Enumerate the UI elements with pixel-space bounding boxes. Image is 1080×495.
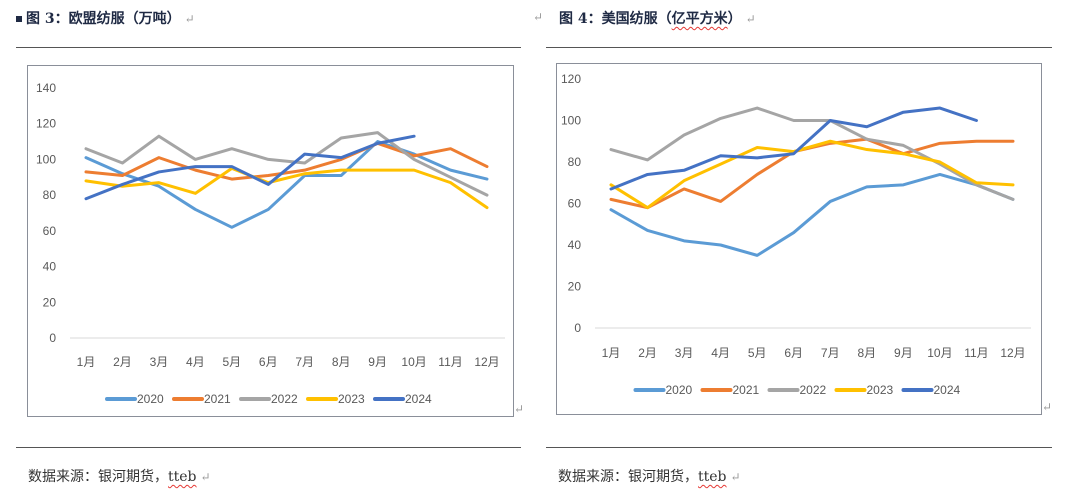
figure-3-title: 图 3：欧盟纺服（万吨） ↵ [16,8,195,28]
paragraph-mark-icon: ↵ [745,12,756,26]
x-tick-label: 2月 [638,346,657,360]
legend-item-2023: 2023 [834,383,894,397]
x-tick-label: 4月 [711,346,730,360]
legend-item-2021: 2021 [700,383,760,397]
x-tick-label: 11月 [964,346,988,360]
x-tick-label: 4月 [186,355,205,369]
figure-4-source: 数据来源：银河期货，tteb ↵ [558,469,741,485]
x-tick-label: 1月 [77,355,96,369]
x-tick-label: 7月 [821,346,840,360]
legend-item-2024: 2024 [901,383,961,397]
legend-label: 2020 [137,392,164,406]
eu-textile-chart: 0 20 40 60 80 100 120 140 1月 2月 3月 4月 5月 6月 7月 8月 9月 10月 1… [36,81,505,406]
figure-4-title: 图 4：美国纺服（亿平方米） ↵ [559,11,756,27]
x-tick-label: 6月 [784,346,803,360]
series-line-2024 [609,106,978,191]
y-tick-label: 140 [36,81,56,95]
paragraph-mark-icon: ↵ [730,470,741,484]
legend-item-2022: 2022 [239,392,298,406]
legend-label: 2023 [338,392,365,406]
series-line-2023 [609,139,1015,210]
series-line-2023 [84,166,489,210]
legend-item-2020: 2020 [105,392,164,406]
series-line-2022 [609,106,1015,201]
x-tick-label: 2月 [113,355,132,369]
paragraph-mark-icon: ↵ [200,470,211,484]
x-tick-label: 8月 [332,355,351,369]
legend-label: 2021 [733,383,760,397]
y-tick-label: 40 [568,238,582,252]
legend-label: 2024 [934,383,961,397]
y-tick-label: 60 [568,197,582,211]
series-line-2021 [609,137,1015,210]
legend-label: 2022 [800,383,827,397]
us-textile-chart-frame: 0 20 40 60 80 100 120 1月 2月 3月 4月 5月 6月 7月 8月 9月 10月 11月 1… [556,63,1042,415]
x-tick-label: 11月 [438,355,462,369]
y-tick-label: 100 [36,152,56,166]
x-tick-label: 12月 [474,355,499,369]
series-line-2022 [84,131,489,197]
y-tick-label: 120 [561,72,581,86]
paragraph-mark-icon: ↵ [184,12,195,26]
x-tick-label: 8月 [857,346,876,360]
paragraph-mark-icon: ↵ [1042,400,1053,414]
y-tick-label: 80 [568,155,582,169]
eu-textile-chart-frame: 0 20 40 60 80 100 120 140 1月 2月 3月 4月 5月 6月 7月 8月 9月 10月 1… [27,65,514,417]
legend-item-2023: 2023 [306,392,365,406]
y-tick-label: 80 [43,188,57,202]
legend-label: 2024 [405,392,432,406]
x-tick-label: 7月 [295,355,314,369]
x-tick-label: 1月 [602,346,621,360]
x-tick-label: 3月 [150,355,169,369]
series-line-2021 [84,141,489,181]
x-tick-label: 9月 [894,346,913,360]
legend-label: 2021 [204,392,231,406]
x-tick-label: 5月 [748,346,767,360]
x-tick-label: 9月 [368,355,387,369]
title-divider-left [16,47,521,48]
x-tick-label: 10月 [401,355,426,369]
title-divider-right [546,47,1052,48]
legend-item-2024: 2024 [373,392,432,406]
legend-label: 2022 [271,392,298,406]
y-tick-label: 20 [43,295,57,309]
bullet-icon [16,16,22,22]
y-tick-label: 20 [568,280,582,294]
series-line-2024 [84,134,416,201]
y-tick-label: 120 [36,117,56,131]
y-tick-label: 0 [574,321,581,335]
y-tick-label: 40 [43,260,57,274]
y-tick-label: 0 [49,331,56,345]
legend-label: 2023 [867,383,894,397]
source-divider-right [546,447,1052,448]
series-line-2020 [609,172,1015,257]
x-tick-label: 12月 [1000,346,1025,360]
paragraph-mark-icon: ↵ [533,10,544,24]
x-tick-label: 5月 [222,355,241,369]
x-tick-label: 3月 [675,346,694,360]
figure-3-source: 数据来源：银河期货，tteb ↵ [28,469,211,485]
paragraph-mark-icon: ↵ [514,402,525,416]
legend-label: 2020 [666,383,693,397]
legend-item-2022: 2022 [767,383,827,397]
y-tick-label: 100 [561,114,581,128]
legend-item-2020: 2020 [633,383,693,397]
y-tick-label: 60 [43,224,57,238]
source-divider-left [16,447,521,448]
legend-item-2021: 2021 [172,392,231,406]
x-tick-label: 6月 [259,355,278,369]
x-tick-label: 10月 [927,346,952,360]
us-textile-chart: 0 20 40 60 80 100 120 1月 2月 3月 4月 5月 6月 7月 8月 9月 10月 11月 1… [561,72,1031,397]
